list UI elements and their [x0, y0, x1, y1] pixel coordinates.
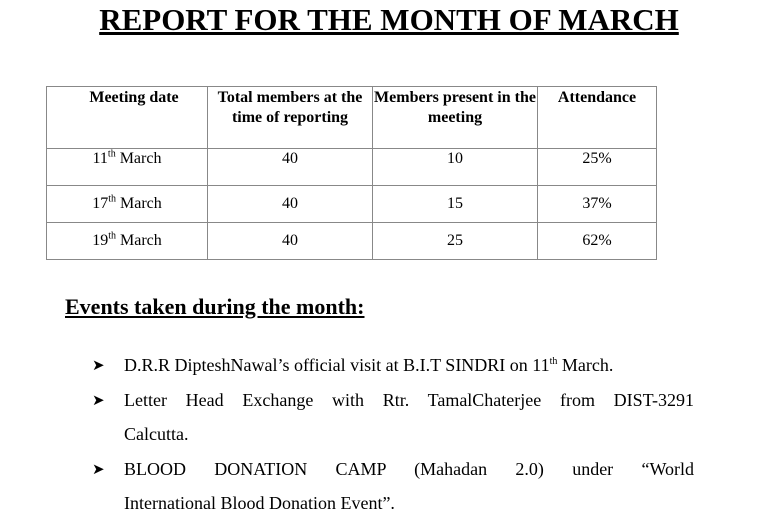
members-present-cell: 15: [372, 185, 538, 223]
arrow-bullet-icon: ➤: [92, 356, 105, 374]
attendance-table: Meeting date Total members at the time o…: [46, 86, 657, 260]
list-item: ➤ D.R.R DipteshNawal’s official visit at…: [90, 348, 694, 383]
date-month: March: [120, 195, 162, 212]
event-text-line: BLOOD DONATION CAMP (Mahadan 2.0) under …: [124, 458, 694, 479]
date-day: 17: [92, 195, 109, 212]
column-header: Members present in the meeting: [372, 86, 538, 149]
arrow-bullet-icon: ➤: [92, 459, 105, 478]
date-day: 19: [92, 232, 109, 249]
date-suffix: th: [108, 193, 116, 205]
table-row: 19th March 40 25 62%: [46, 222, 657, 260]
table-row: 11th March 40 10 25%: [46, 148, 657, 186]
page-title: REPORT FOR THE MONTH OF MARCH: [99, 2, 679, 37]
list-item: ➤ BLOOD DONATION CAMP (Mahadan 2.0) unde…: [90, 452, 694, 521]
date-month: March: [120, 232, 162, 249]
event-text-line: International Blood Donation Event”.: [124, 493, 395, 513]
arrow-bullet-icon: ➤: [92, 390, 105, 409]
column-header: Total members at the time of reporting: [207, 86, 373, 149]
table-header-row: Meeting date Total members at the time o…: [46, 86, 657, 149]
meeting-date-cell: 11th March: [46, 148, 208, 186]
total-members-cell: 40: [207, 185, 373, 223]
meeting-date-cell: 19th March: [46, 222, 208, 260]
table-row: 17th March 40 15 37%: [46, 185, 657, 223]
attendance-cell: 37%: [537, 185, 657, 223]
list-item: ➤ Letter Head Exchange with Rtr. TamalCh…: [90, 383, 694, 452]
members-present-cell: 10: [372, 148, 538, 186]
meeting-date-cell: 17th March: [46, 185, 208, 223]
members-present-cell: 25: [372, 222, 538, 260]
total-members-cell: 40: [207, 222, 373, 260]
date-month: March: [119, 150, 162, 167]
date-suffix: th: [107, 148, 116, 160]
event-text-tail: March.: [557, 355, 614, 375]
date-suffix: th: [108, 230, 116, 242]
column-header: Attendance: [537, 86, 657, 149]
total-members-cell: 40: [207, 148, 373, 186]
event-date-suffix: th: [549, 356, 558, 367]
column-header: Meeting date: [46, 86, 208, 149]
event-text-line: Calcutta.: [124, 424, 189, 444]
attendance-cell: 25%: [537, 148, 657, 186]
event-text: D.R.R DipteshNawal’s official visit at B…: [124, 355, 550, 375]
events-heading: Events taken during the month:: [65, 294, 365, 319]
attendance-cell: 62%: [537, 222, 657, 260]
events-list: ➤ D.R.R DipteshNawal’s official visit at…: [90, 348, 694, 521]
date-day: 11: [92, 150, 108, 167]
event-text-line: Letter Head Exchange with Rtr. TamalChat…: [124, 389, 694, 410]
